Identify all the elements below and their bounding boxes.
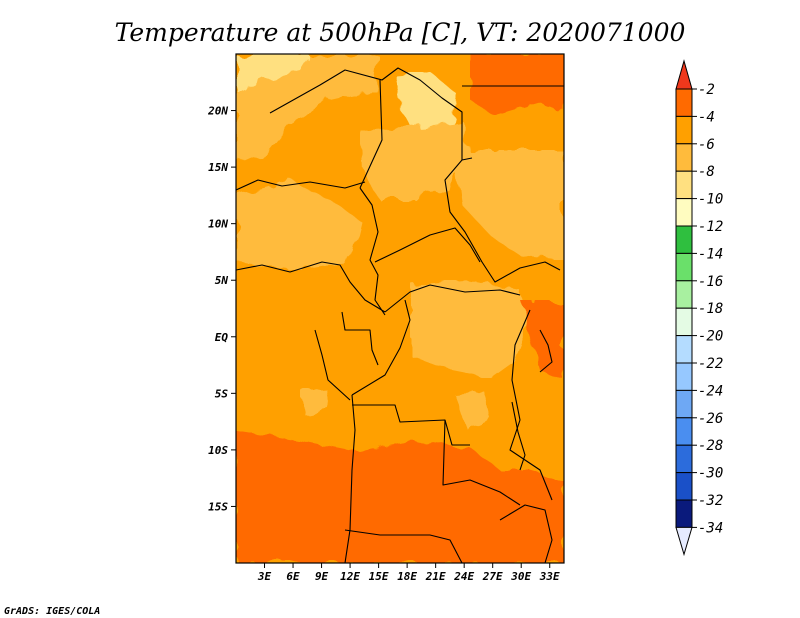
border-line (539, 329, 553, 373)
region-sahara-cool-patch (236, 54, 310, 92)
colorbar-swatch (675, 499, 693, 528)
region-central-africa-band (410, 280, 530, 378)
x-tick-label: 30E (510, 570, 531, 583)
colorbar-swatch (675, 307, 693, 337)
region-sahel-band (360, 120, 564, 260)
colorbar-swatch (675, 444, 693, 474)
colorbar-label: -10 (698, 192, 723, 208)
y-axis-ticks: 20N 15N 10N 5N EQ 5S 10S 15S (207, 105, 236, 513)
colorbar-label: -26 (698, 411, 723, 427)
x-tick-label: 24E (453, 570, 474, 583)
border-line (344, 529, 463, 563)
colorbar-swatch (675, 417, 693, 446)
colorbar-swatch (675, 252, 693, 282)
region-southern-warm-band (236, 300, 564, 563)
temperature-regions (236, 54, 564, 563)
colorbar-swatch (675, 198, 693, 227)
colorbar-label: -28 (698, 438, 723, 454)
border-line (344, 394, 356, 563)
y-tick-label: 10N (208, 218, 228, 231)
colorbar-label: -6 (698, 137, 715, 153)
colorbar-swatch (675, 170, 693, 200)
colorbar-under-triangle (675, 526, 693, 557)
x-axis-ticks: 3E 6E 9E 12E 15E 18E 21E 24E 27E 30E 33E (257, 563, 560, 583)
x-tick-label: 27E (482, 570, 503, 583)
x-tick-label: 33E (539, 570, 560, 583)
colorbar-label: -24 (698, 383, 723, 399)
region-northeast-hot-spot (470, 54, 564, 115)
chart-title: Temperature at 500hPa [C], VT: 202007100… (115, 18, 686, 47)
border-line (444, 159, 561, 283)
colorbar-swatch (675, 280, 693, 309)
border-line (236, 179, 366, 191)
colorbar-swatch (675, 88, 693, 117)
border-line (359, 187, 386, 316)
x-tick-label: 18E (397, 570, 417, 583)
border-line (511, 401, 526, 471)
colorbar-label: -4 (698, 109, 715, 125)
x-tick-label: 21E (425, 570, 446, 583)
plot-area (235, 53, 565, 564)
colorbar-swatch (675, 225, 693, 254)
border-line (236, 261, 386, 313)
colorbar-label: -2 (698, 82, 715, 98)
border-line (351, 299, 411, 396)
border-line (352, 404, 470, 446)
colorbar-over-triangle (675, 59, 693, 90)
colorbar-swatch (675, 143, 693, 172)
border-line (442, 419, 521, 506)
colorbar-swatch (675, 389, 693, 419)
colorbar-label: -8 (698, 164, 715, 180)
border-line (499, 504, 553, 563)
border-line (314, 329, 351, 401)
x-tick-label: 9E (315, 570, 329, 583)
grads-credit: GrADS: IGES/COLA (4, 606, 100, 617)
colorbar-swatch (675, 362, 693, 391)
colorbar-label: -12 (698, 219, 723, 235)
border-line (374, 227, 481, 263)
y-tick-label: 5S (215, 387, 229, 400)
region-nile-cool-patch (395, 72, 458, 140)
region-northwest-warm-band (236, 54, 380, 270)
border-line (269, 67, 473, 161)
colorbar-swatch (675, 472, 693, 501)
y-tick-label: EQ (215, 331, 229, 344)
y-tick-label: 20N (207, 105, 228, 118)
y-tick-label: 15N (208, 161, 228, 174)
colorbar-label: -16 (698, 274, 723, 290)
colorbar-label: -34 (698, 520, 723, 536)
y-tick-label: 5N (215, 274, 229, 287)
x-tick-label: 6E (286, 570, 300, 583)
plot-frame (235, 53, 565, 564)
region-congo-cool-patch (300, 388, 492, 430)
border-line (509, 309, 553, 501)
x-tick-label: 15E (369, 570, 389, 583)
colorbar-label: -14 (698, 246, 723, 262)
border-line (359, 79, 383, 189)
y-tick-label: 10S (208, 444, 228, 457)
country-borders (236, 67, 564, 563)
x-tick-label: 3E (257, 570, 272, 583)
x-tick-label: 12E (340, 570, 360, 583)
colorbar-label: -18 (698, 301, 723, 317)
border-line (384, 284, 521, 313)
border-line (341, 311, 379, 366)
colorbar-swatch (675, 335, 693, 364)
colorbar-label: -20 (698, 329, 723, 345)
y-tick-label: 15S (208, 500, 228, 513)
colorbar: -2 -4 -6 -8 -10 -12 -14 -16 -18 -20 -22 -24 -26 -28 -3… (675, 59, 723, 557)
colorbar-label: -22 (698, 356, 723, 372)
colorbar-label: -32 (698, 493, 723, 509)
colorbar-label: -30 (698, 466, 723, 482)
colorbar-swatch (675, 115, 693, 145)
